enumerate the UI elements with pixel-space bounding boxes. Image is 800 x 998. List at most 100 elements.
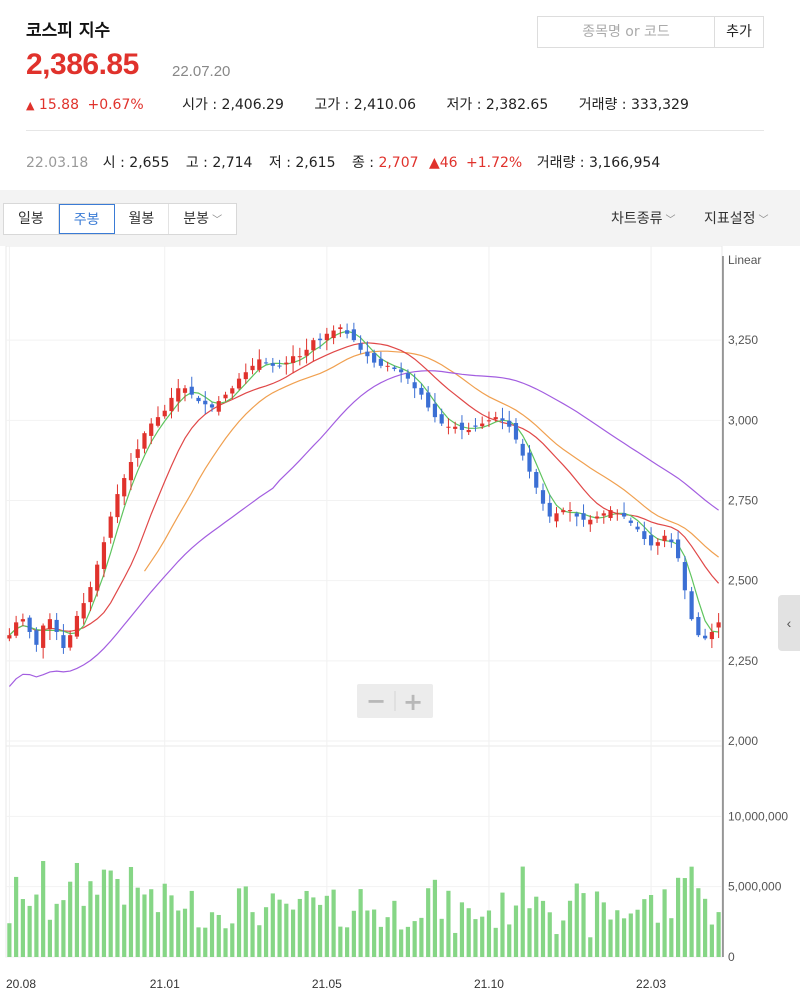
volume-tick-label: 0 [728,950,735,964]
tab-minute[interactable]: 분봉 ﹀ [169,204,236,234]
week-change: ▲46 [428,155,458,171]
volume-bar [372,909,377,957]
low-label: 저가 : [446,97,486,113]
candle-body [520,443,525,456]
candle-body [284,362,289,365]
zoom-out-button[interactable]: − [366,687,386,715]
week-high-label: 고 : [185,155,213,171]
candle-body [399,369,404,373]
x-axis-label: 20.08 [6,977,36,991]
candle-body [696,616,701,636]
volume-bar [115,878,120,957]
candle-body [68,635,73,648]
candle-body [628,520,633,523]
candle-body [540,490,546,504]
volume-bar [155,912,161,957]
side-panel-toggle[interactable]: ‹ [778,595,800,651]
volume-bar [392,900,397,957]
indicator-label: 지표설정 [704,211,756,227]
candle-body [257,359,262,370]
candle-body [61,635,66,649]
candle-body [135,449,140,458]
volume-bar [230,923,235,957]
candle-body [567,510,573,512]
volume-bar [297,898,302,957]
price-tick-label: 2,750 [728,494,758,508]
week-summary: 22.03.18 시 : 2,655 고 : 2,714 저 : 2,615 종… [26,152,660,172]
candle-body [331,330,336,339]
volume-bar [54,903,59,957]
page-title: 코스피 지수 [26,21,111,41]
candle-body [189,386,194,395]
volume-bar [716,912,721,957]
candle-body [439,414,444,424]
volume-bar [358,889,363,957]
candle-body [216,401,221,412]
open-label: 시가 : [182,97,222,113]
volume-bar [520,866,525,957]
candle-body [115,494,120,518]
volume-tick-label: 10,000,000 [728,809,788,823]
candle-body [182,388,188,393]
week-low-label: 저 : [268,155,296,171]
volume-bar [27,905,32,957]
candle-body [642,531,647,539]
open-value: 2,406.29 [221,97,284,113]
volume-bar [534,896,539,957]
candle-body [203,400,208,405]
volume-bar [338,926,343,957]
add-button[interactable]: 추가 [714,16,764,48]
volume-bar [480,916,485,957]
candle-body [250,365,255,371]
volume-bar [642,899,647,957]
volume-bar [47,919,52,957]
tab-weekly[interactable]: 주봉 [58,204,115,234]
candle-body [243,372,248,380]
volume-bar [122,904,127,957]
volume-bar [567,900,573,957]
candle-body [588,519,593,525]
tab-monthly[interactable]: 월봉 [115,204,170,234]
chart-type-dropdown[interactable]: 차트종류 ﹀ [611,208,676,228]
scale-label: Linear [728,253,761,267]
price-tick-label: 2,500 [728,574,758,588]
candle-body [108,516,113,538]
change-value: 15.88 [38,97,80,113]
up-arrow-icon: ▲ [26,99,35,112]
volume-bar [324,895,329,957]
current-price: 2,386.85 [26,48,139,81]
indicator-dropdown[interactable]: 지표설정 ﹀ [704,208,769,228]
period-tabs: 일봉 주봉 월봉 분봉 ﹀ [3,203,238,235]
candle-body [95,564,100,591]
search-input[interactable] [537,16,715,48]
volume-label: 거래량 : [578,97,631,113]
candle-body [689,591,694,620]
stock-chart[interactable]: 20.08 21.01 21.05 21.10 22.03 Linear 2,000 2,25… [0,246,800,998]
high-value: 2,410.06 [353,97,417,113]
candle-body [318,338,323,341]
volume-bar [68,881,73,957]
x-axis-label: 21.05 [312,977,342,991]
candle-body [493,417,498,420]
volume-bar [41,861,46,957]
candle-body [608,510,613,519]
candle-body [122,478,127,497]
week-change-pct: +1.72% [466,155,523,171]
volume-bar [500,892,505,957]
candle-body [621,513,627,517]
candle-body [547,502,552,517]
candle-body [513,423,519,440]
candle-body [500,418,505,421]
volume-bar [466,908,471,957]
tab-minute-label: 분봉 [183,211,210,227]
volume-bar [432,879,438,957]
volume-bar [176,910,181,957]
volume-bar [419,917,424,957]
volume-bar [621,918,627,957]
zoom-in-button[interactable]: + [403,688,423,716]
candle-body [554,513,559,522]
tab-daily[interactable]: 일봉 [4,204,59,234]
volume-bar [223,928,228,957]
volume-bar [284,903,289,957]
volume-bar [594,891,600,957]
